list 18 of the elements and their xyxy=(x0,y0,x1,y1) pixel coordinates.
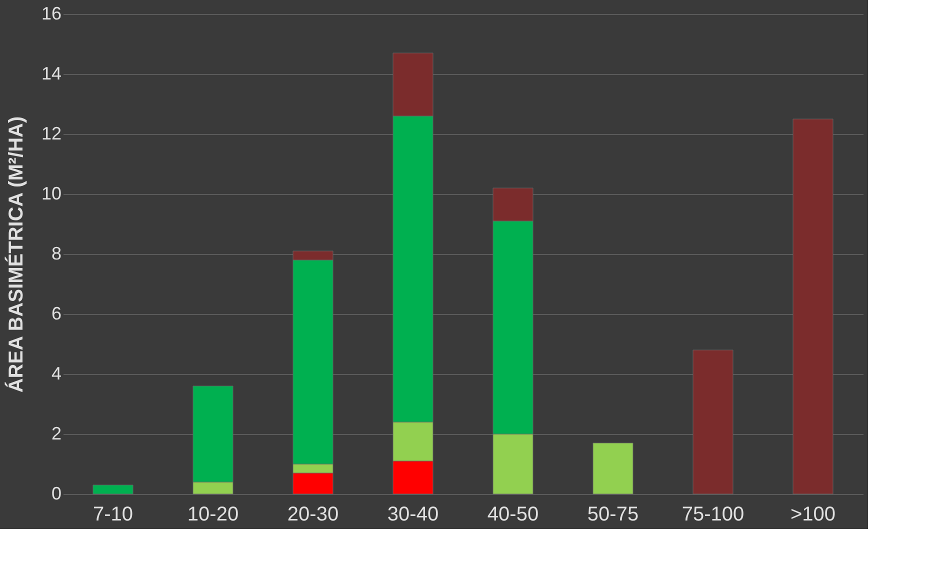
y-tick-label: 2 xyxy=(51,424,62,444)
x-tick-label: 50-75 xyxy=(587,504,639,526)
y-tick-label: 12 xyxy=(41,124,62,144)
x-tick-label: 7-10 xyxy=(92,504,134,526)
x-tick-label: 10-20 xyxy=(187,504,239,526)
y-tick-label: 6 xyxy=(51,304,62,324)
y-tick-label: 0 xyxy=(51,484,62,504)
x-tick-label: >100 xyxy=(790,504,836,526)
y-tick-label: 14 xyxy=(41,64,62,84)
y-tick-label: 8 xyxy=(51,244,62,264)
x-tick-label: 75-100 xyxy=(682,504,744,526)
y-tick-label: 10 xyxy=(41,184,62,204)
x-tick-label: 40-50 xyxy=(487,504,539,526)
y-axis-title: ÁREA BASIMÉTRICA (M²/HA) xyxy=(4,116,28,393)
y-tick-label: 4 xyxy=(51,364,62,384)
x-tick-label: 20-30 xyxy=(287,504,339,526)
x-tick-label: 30-40 xyxy=(387,504,439,526)
y-tick-label: 16 xyxy=(41,4,62,24)
